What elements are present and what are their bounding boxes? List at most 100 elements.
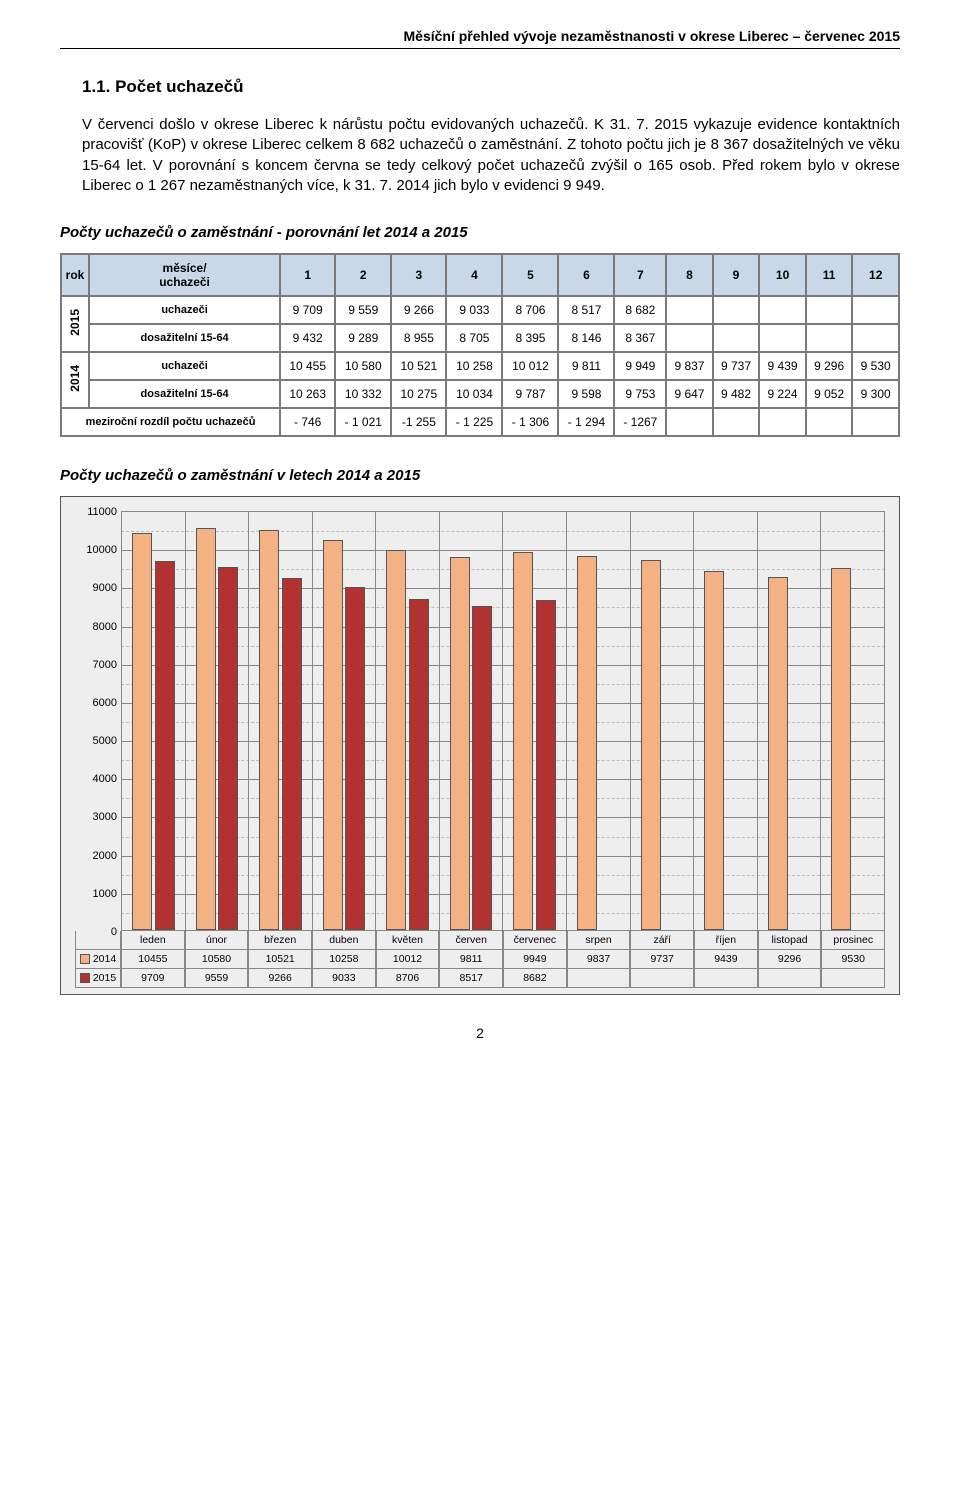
chart-x-categories: ledenúnorbřezendubenkvětenčervenčervenec…: [75, 931, 885, 950]
table-cell: [666, 296, 713, 324]
table-cell: 10 580: [335, 352, 391, 380]
chart-x-label: červenec: [503, 931, 567, 950]
table-head-m11: 11: [806, 254, 853, 296]
table-row: 2014uchazeči10 45510 58010 52110 25810 0…: [61, 352, 899, 380]
table-head-m10: 10: [759, 254, 806, 296]
table-cell: 9 300: [852, 380, 899, 408]
section-title: 1.1. Počet uchazečů: [82, 77, 900, 97]
chart-bar-group: [375, 512, 439, 930]
table-cell: 9 224: [759, 380, 806, 408]
chart-y-tick: 10000: [73, 544, 117, 556]
table-cell: - 1 021: [335, 408, 391, 436]
chart-y-tick: 5000: [73, 735, 117, 747]
table-cell: [806, 296, 853, 324]
chart-legend-head: 2014: [75, 950, 121, 969]
chart-x-series-2014: 2014104551058010521102581001298119949983…: [75, 950, 885, 969]
table-cell: dosažitelní 15-64: [89, 380, 280, 408]
table-cell: -1 255: [391, 408, 446, 436]
table-cell: 9 811: [558, 352, 614, 380]
table-head-m4: 4: [446, 254, 502, 296]
table-cell: [852, 324, 899, 352]
table-cell: 8 682: [614, 296, 666, 324]
table-cell: 9 737: [713, 352, 760, 380]
table-year-cell: 2015: [61, 296, 89, 352]
table-cell: [666, 408, 713, 436]
table-cell: [666, 324, 713, 352]
chart-x-label: leden: [121, 931, 185, 950]
table-cell: - 746: [280, 408, 335, 436]
table-head-m6: 6: [558, 254, 614, 296]
table-cell: 10 332: [335, 380, 391, 408]
chart-x-value-2015: 8682: [503, 969, 567, 988]
chart-x-label: únor: [185, 931, 249, 950]
chart-bar-2014: [323, 540, 343, 930]
chart-x-value-2014: 9737: [630, 950, 694, 969]
chart-bar-group: [439, 512, 503, 930]
chart-bar-2014: [196, 528, 216, 930]
table-title: Počty uchazečů o zaměstnání - porovnání …: [60, 224, 900, 241]
chart-bar-2015: [218, 567, 238, 930]
chart-x-value-2014: 9296: [758, 950, 822, 969]
chart-x-value-2015: 8517: [439, 969, 503, 988]
table-cell: [852, 296, 899, 324]
chart-x-value-2015: [630, 969, 694, 988]
table-cell: 9 709: [280, 296, 335, 324]
table-cell: 8 517: [558, 296, 614, 324]
chart-x-label: prosinec: [821, 931, 885, 950]
table-cell: [713, 324, 760, 352]
table-cell: 9 837: [666, 352, 713, 380]
table-cell: 9 598: [558, 380, 614, 408]
chart-x-value-2015: 9033: [312, 969, 376, 988]
table-cell: 9 647: [666, 380, 713, 408]
chart-x-value-2014: 10455: [121, 950, 185, 969]
chart-bar-2014: [831, 568, 851, 930]
chart-bar-group: [502, 512, 566, 930]
body-paragraph: V červenci došlo v okrese Liberec k nárů…: [82, 115, 900, 196]
chart-title: Počty uchazečů o zaměstnání v letech 201…: [60, 467, 900, 484]
chart-x-label: září: [630, 931, 694, 950]
table-cell: [759, 324, 806, 352]
chart-x-label: březen: [248, 931, 312, 950]
legend-swatch: [80, 954, 90, 964]
table-head-m12: 12: [852, 254, 899, 296]
chart-y-tick: 6000: [73, 697, 117, 709]
chart-bar-group: [757, 512, 821, 930]
table-cell: [759, 296, 806, 324]
chart-bar-2014: [768, 577, 788, 930]
chart-x-value-2014: 9439: [694, 950, 758, 969]
table-cell: 8 395: [502, 324, 558, 352]
chart-bar-2015: [536, 600, 556, 930]
chart-plot-area: 0100020003000400050006000700080009000100…: [121, 511, 885, 931]
chart-x-value-2015: 9559: [185, 969, 249, 988]
table-cell: 9 289: [335, 324, 391, 352]
table-cell: uchazeči: [89, 296, 280, 324]
chart-x-label: duben: [312, 931, 376, 950]
chart-y-tick: 2000: [73, 850, 117, 862]
table-cell: [852, 408, 899, 436]
chart-x-value-2015: [567, 969, 631, 988]
chart-y-tick: 9000: [73, 582, 117, 594]
table-cell: 8 955: [391, 324, 446, 352]
chart-y-tick: 1000: [73, 888, 117, 900]
table-cell: [759, 408, 806, 436]
table-cell: uchazeči: [89, 352, 280, 380]
chart-y-tick: 8000: [73, 621, 117, 633]
chart-bar-2015: [409, 599, 429, 930]
table-cell: 9 482: [713, 380, 760, 408]
chart-x-value-2015: 8706: [376, 969, 440, 988]
table-cell: 10 258: [446, 352, 502, 380]
table-head-m5: 5: [502, 254, 558, 296]
chart-y-tick: 4000: [73, 773, 117, 785]
chart-x-value-2014: 9530: [821, 950, 885, 969]
chart-x-value-2015: 9709: [121, 969, 185, 988]
chart-bar-2014: [704, 571, 724, 930]
chart-x-value-2014: 10521: [248, 950, 312, 969]
chart-x-label: srpen: [567, 931, 631, 950]
chart-y-tick: 0: [73, 926, 117, 938]
table-cell: 10 012: [502, 352, 558, 380]
chart-bar-2014: [513, 552, 533, 930]
table-cell: 9 432: [280, 324, 335, 352]
page-number: 2: [60, 1025, 900, 1041]
table-cell: - 1 306: [502, 408, 558, 436]
table-row: meziroční rozdíl počtu uchazečů- 746- 1 …: [61, 408, 899, 436]
